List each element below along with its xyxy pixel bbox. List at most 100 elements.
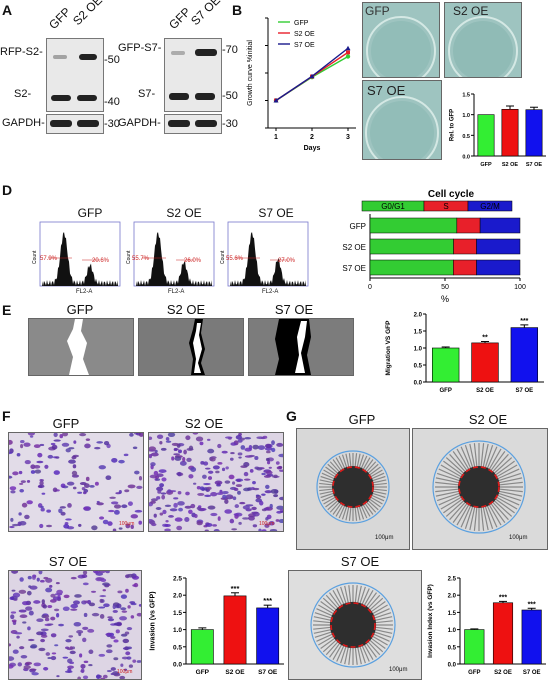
panel-label-f: F [2,408,11,424]
invading-sprout [340,645,347,664]
stained-cell [56,675,60,678]
stained-cell [39,480,44,486]
stained-cell [51,652,57,655]
stained-cell [42,604,48,609]
invading-sprout [498,477,523,484]
stained-cell [217,443,222,449]
stained-cell [69,650,76,655]
bar [431,347,460,383]
blot-membrane-s2 [46,38,104,112]
stained-cell [276,505,283,510]
spheroid-title-s2: S2 OE [468,412,508,427]
invading-sprout [497,492,522,502]
spheroid-core [332,466,374,508]
stained-cell [268,521,275,526]
stained-cell [87,628,95,633]
stained-cell [264,443,272,449]
invading-sprout [329,642,341,658]
stained-cell [160,492,167,495]
invading-sprout [313,616,332,622]
invading-sprout [493,499,513,517]
stained-cell [251,511,259,514]
stained-cell [105,475,112,481]
stained-cell [184,517,190,522]
stained-cell [273,494,278,498]
stained-cell [51,444,58,450]
stained-cell [19,489,25,493]
stained-cell [280,510,283,513]
stained-cell [229,457,234,461]
stained-cell [50,599,57,603]
stained-cell [264,490,273,494]
x-tick-label: 50 [441,284,449,291]
stained-cell [71,455,77,460]
stained-cell [124,489,130,493]
stained-cell [177,491,182,495]
x-tick-label: GFP [468,670,480,676]
flow-histogram-plots: Count Count Count [32,221,309,287]
stained-cell [40,507,45,512]
flow-m2-s2: 26.0% [184,258,202,264]
stained-cell [11,571,19,574]
legend-label: S7 OE [294,42,315,49]
invading-sprout [371,494,385,502]
stained-cell [98,653,106,657]
stained-cell [130,524,134,529]
x-tick-label: GFP [196,669,210,676]
stained-cell [271,447,276,453]
stained-cell [150,500,156,504]
stained-cell [176,525,183,531]
y-tick-label: 2.0 [173,593,182,600]
stained-cell [207,476,213,480]
stained-cell [266,514,272,520]
stained-cell [217,516,221,521]
stained-cell [47,604,53,609]
invading-sprout [443,498,464,514]
stained-cell [72,464,77,469]
invading-sprout [356,646,362,665]
stained-cell [12,471,19,476]
invading-sprout [364,502,374,515]
stained-cell [113,622,122,626]
x-tick-label: S7 OE [258,669,278,676]
invading-sprout [438,494,461,506]
stained-cell [118,489,122,494]
stained-cell [112,604,116,610]
invading-sprout [372,479,387,484]
stained-cell [125,651,131,656]
invading-sprout [368,498,381,508]
stained-cell [120,663,124,667]
stained-cell [40,638,45,643]
panel-label-b: B [232,2,243,18]
legend-label: S2 OE [294,31,315,38]
stained-cell [83,660,89,664]
stained-cell [65,518,72,521]
blot-label-gapdh-a: GAPDH- [2,117,45,129]
stained-cell [82,582,89,586]
stained-cell [125,523,131,529]
wound-title-gfp: GFP [66,302,94,317]
stained-cell [55,582,60,585]
stained-cell [173,447,178,452]
stained-cell [85,438,91,441]
stacked-bar-segment [476,238,521,255]
stained-cell [185,491,190,496]
stained-cell [82,675,89,679]
stained-cell [177,501,185,506]
stained-cell [195,436,204,442]
stained-cell [126,627,133,631]
stained-cell [240,445,246,450]
stained-cell [58,508,63,514]
stained-cell [164,504,172,508]
invading-sprout [486,446,498,469]
significance-mark: *** [263,596,272,605]
stained-cell [94,571,99,574]
stained-cell [39,443,45,447]
stained-cell [116,603,122,609]
stained-cell [47,454,54,459]
invading-sprout [348,585,352,604]
invading-sprout [329,461,341,473]
invading-sprout [362,457,371,470]
invading-sprout [313,628,332,634]
invading-sprout [460,446,472,469]
